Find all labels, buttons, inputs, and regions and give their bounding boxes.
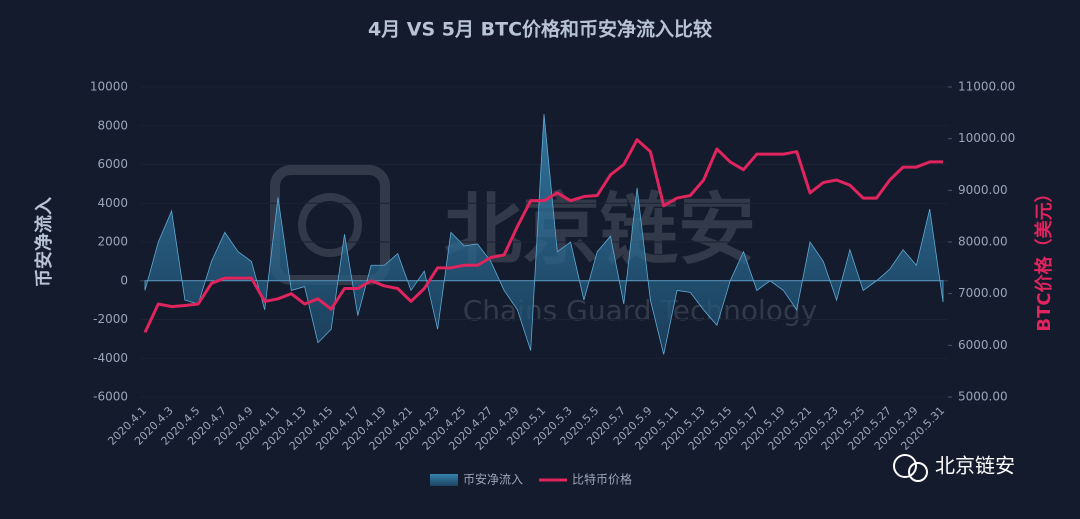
y-tick-label: 10000 [90,80,128,94]
y2-tick-label: 6000.00 [958,338,1008,352]
brand-icon [893,454,917,478]
y-tick-label: 2000 [97,235,128,249]
y2-tick-label: 10000.00 [958,131,1015,145]
y2-tick-label: 7000.00 [958,286,1008,300]
watermark-logo [298,193,362,257]
legend-label: 币安净流入 [463,472,523,487]
y2-axis-title: BTC价格（美元） [1033,184,1055,331]
y-tick-label: 6000 [97,157,128,171]
y-tick-label: 4000 [97,196,128,210]
legend-swatch [430,474,458,486]
y2-tick-label: 8000.00 [958,235,1008,249]
brand-name: 北京链安 [935,454,1015,478]
brand-icon [908,462,928,482]
brand: 北京链安 [893,454,1015,482]
y-tick-label: 8000 [97,118,128,132]
line [143,138,943,334]
y-tick-label: 0 [120,273,128,287]
y-axis-title: 币安净流入 [33,197,55,287]
legend-label: 比特币价格 [572,472,632,487]
y2-tick-label: 5000.00 [958,390,1008,404]
y-tick-label: -6000 [93,390,128,404]
area [144,114,944,355]
y2-tick-label: 11000.00 [958,80,1015,94]
chart-title: 4月 VS 5月 BTC价格和币安净流入比较 [368,18,712,41]
y-tick-label: -2000 [93,312,128,326]
y-tick-label: -4000 [93,351,128,365]
y2-tick-label: 9000.00 [958,183,1008,197]
